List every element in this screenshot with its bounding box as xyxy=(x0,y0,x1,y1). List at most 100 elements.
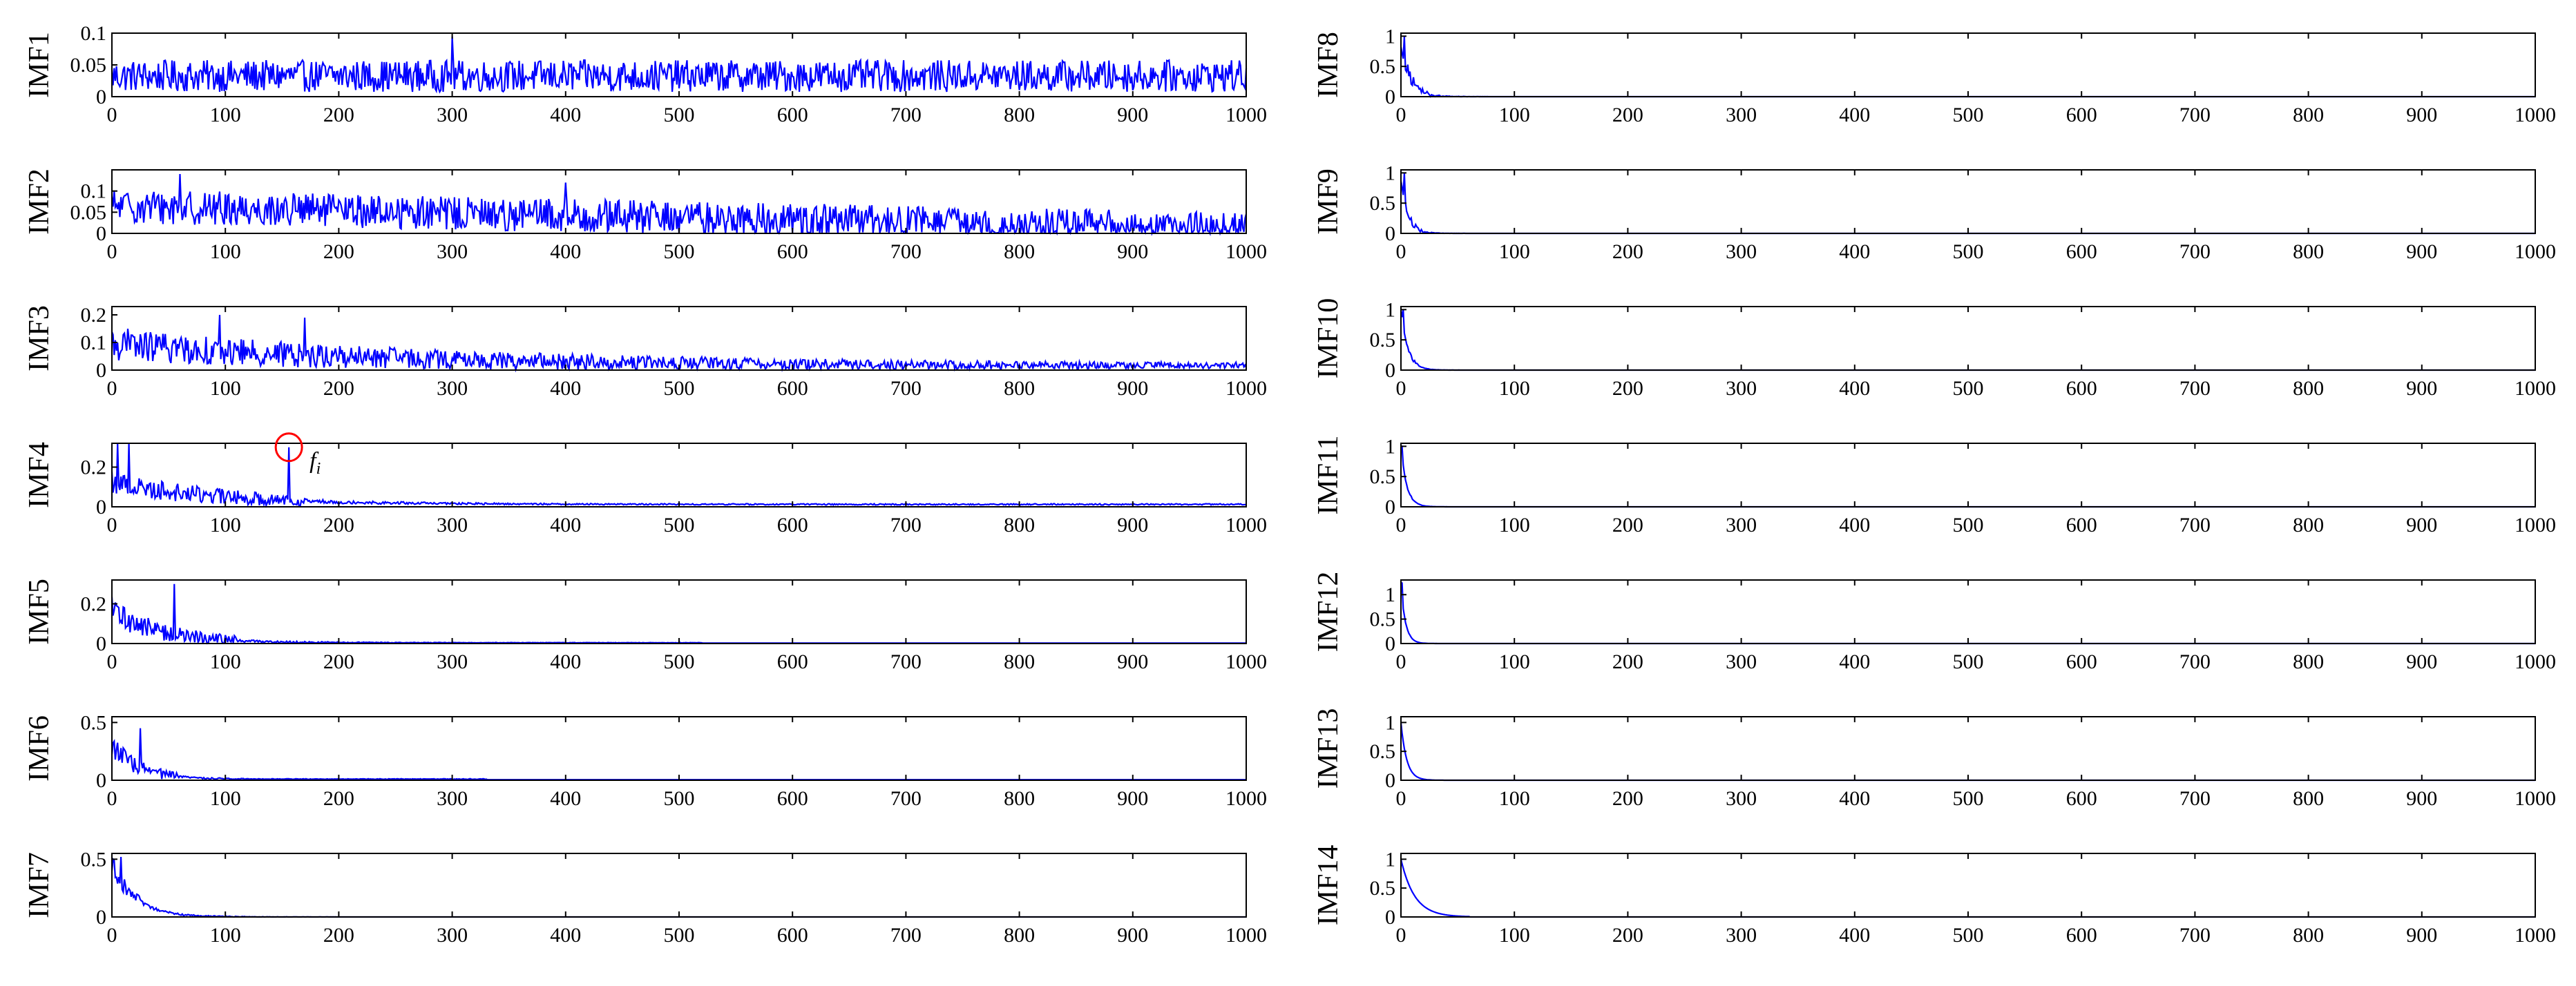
y-tick-label: 0.05 xyxy=(70,201,107,224)
axes-box xyxy=(1400,716,2536,781)
x-tick-label: 900 xyxy=(2406,240,2437,263)
x-tick-label: 700 xyxy=(890,650,922,673)
x-tick-label: 0 xyxy=(107,924,117,947)
x-tick-label: 300 xyxy=(437,514,468,536)
x-tick-label: 600 xyxy=(777,650,808,673)
x-tick-label: 700 xyxy=(890,240,922,263)
y-axis-label: IMF14 xyxy=(1313,845,1344,926)
x-tick-label: 100 xyxy=(1499,104,1530,126)
y-axis-label: IMF3 xyxy=(23,305,55,371)
series-line xyxy=(1400,309,2535,371)
x-tick-label: 200 xyxy=(323,514,354,536)
x-tick-label: 700 xyxy=(2179,650,2211,673)
y-tick-label: 0.5 xyxy=(1370,55,1396,78)
panel-imf11: 0 100 200 300 400 500 600 700 800 900 1000 0 0.5 1 IMF… xyxy=(1313,435,2556,536)
x-tick-label: 1000 xyxy=(1225,924,1267,947)
x-tick-label: 600 xyxy=(2066,240,2097,263)
y-tick-label: 0.5 xyxy=(81,848,107,871)
y-tick-label: 0 xyxy=(96,496,106,519)
x-tick-label: 0 xyxy=(1396,924,1406,947)
x-tick-label: 1000 xyxy=(1225,514,1267,536)
y-axis-label: IMF4 xyxy=(23,442,55,508)
x-tick-label: 600 xyxy=(777,514,808,536)
x-tick-label: 700 xyxy=(2179,104,2211,126)
y-tick-label: 0.5 xyxy=(1370,877,1396,900)
x-tick-label: 500 xyxy=(1953,514,1984,536)
x-tick-label: 100 xyxy=(210,514,241,536)
x-tick-label: 800 xyxy=(2293,787,2324,810)
y-tick-label: 0.5 xyxy=(1370,329,1396,351)
x-tick-label: 500 xyxy=(1953,924,1984,947)
y-tick-label: 0.2 xyxy=(81,456,107,479)
y-tick-label: 0 xyxy=(96,222,106,245)
x-tick-label: 1000 xyxy=(1225,104,1267,126)
series-line xyxy=(1400,859,2535,918)
x-tick-label: 200 xyxy=(323,377,354,400)
x-tick-label: 0 xyxy=(107,650,117,673)
x-tick-label: 1000 xyxy=(1225,377,1267,400)
series-line xyxy=(111,728,1246,781)
y-tick-label: 1 xyxy=(1385,848,1395,871)
axes-box xyxy=(1400,853,2536,918)
x-tick-label: 400 xyxy=(550,377,581,400)
y-axis-label: IMF6 xyxy=(23,715,55,782)
x-tick-label: 700 xyxy=(890,514,922,536)
series-line xyxy=(1400,173,2535,235)
series-line xyxy=(1400,722,2535,782)
x-tick-label: 200 xyxy=(1612,787,1643,810)
x-tick-label: 900 xyxy=(1117,514,1148,536)
panel-imf2: 0 100 200 300 400 500 600 700 800 900 1000 00.050.1… xyxy=(23,168,1267,263)
x-tick-label: 400 xyxy=(1839,650,1870,673)
x-tick-label: 800 xyxy=(1004,787,1035,810)
panel-imf8: 0 100 200 300 400 500 600 700 800 900 1000 0 0.5 1 IMF… xyxy=(1313,25,2556,126)
y-tick-label: 0 xyxy=(96,359,106,382)
y-tick-label: 0 xyxy=(1385,359,1395,382)
x-tick-label: 900 xyxy=(1117,650,1148,673)
x-tick-label: 100 xyxy=(210,377,241,400)
x-tick-label: 500 xyxy=(664,240,695,263)
y-tick-label: 0.5 xyxy=(81,711,107,734)
x-tick-label: 800 xyxy=(1004,240,1035,263)
x-tick-label: 400 xyxy=(1839,104,1870,126)
x-tick-label: 600 xyxy=(777,787,808,810)
panel-imf12: 0 100 200 300 400 500 600 700 800 900 1000 00.51 IMF… xyxy=(1313,572,2556,673)
x-tick-label: 900 xyxy=(2406,377,2437,400)
series-line xyxy=(111,443,1247,508)
x-tick-label: 0 xyxy=(107,240,117,263)
x-tick-label: 500 xyxy=(1953,787,1984,810)
x-tick-label: 900 xyxy=(2406,787,2437,810)
x-tick-label: 500 xyxy=(664,514,695,536)
axes-box xyxy=(1400,306,2536,371)
x-tick-label: 700 xyxy=(2179,240,2211,263)
x-tick-label: 700 xyxy=(2179,514,2211,536)
x-tick-label: 1000 xyxy=(2515,377,2556,400)
x-tick-label: 600 xyxy=(777,377,808,400)
x-tick-label: 100 xyxy=(1499,787,1530,810)
y-tick-label: 1 xyxy=(1385,711,1395,734)
x-tick-label: 700 xyxy=(2179,377,2211,400)
x-tick-label: 800 xyxy=(2293,650,2324,673)
panel-imf14: 0 100 200 300 400 500 600 700 800 900 1000 0 0.5 1 IMF… xyxy=(1313,845,2556,947)
panel-imf3: 0 100 200 300 400 500 600 700 800 900 100000.10.2I… xyxy=(23,304,1267,400)
y-tick-label: 0 xyxy=(1385,906,1395,929)
x-tick-label: 400 xyxy=(550,240,581,263)
x-tick-label: 200 xyxy=(1612,514,1643,536)
x-tick-label: 400 xyxy=(1839,240,1870,263)
x-tick-label: 900 xyxy=(2406,924,2437,947)
x-tick-label: 1000 xyxy=(2515,104,2556,126)
x-tick-label: 700 xyxy=(890,104,922,126)
x-tick-label: 0 xyxy=(1396,650,1406,673)
x-tick-label: 400 xyxy=(550,787,581,810)
x-tick-label: 500 xyxy=(664,104,695,126)
x-tick-label: 400 xyxy=(1839,514,1870,536)
y-tick-label: 0.2 xyxy=(81,304,107,327)
x-tick-label: 900 xyxy=(1117,787,1148,810)
axes-box xyxy=(1400,169,2536,234)
y-tick-label: 0 xyxy=(96,86,106,108)
series-line xyxy=(111,36,1248,94)
x-tick-label: 600 xyxy=(777,104,808,126)
y-tick-label: 0 xyxy=(1385,632,1395,655)
axes-box xyxy=(111,853,1247,918)
x-tick-label: 200 xyxy=(323,104,354,126)
x-tick-label: 1000 xyxy=(2515,650,2556,673)
